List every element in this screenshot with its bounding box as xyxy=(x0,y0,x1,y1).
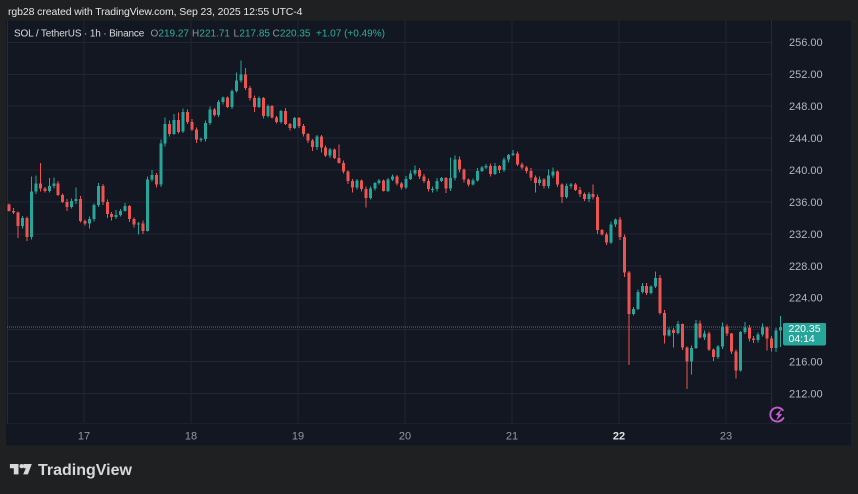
svg-text:TradingView: TradingView xyxy=(38,462,133,479)
svg-text:240.00: 240.00 xyxy=(789,165,823,177)
svg-text:17: 17 xyxy=(78,431,90,443)
svg-text:19: 19 xyxy=(292,431,304,443)
svg-text:220.35: 220.35 xyxy=(280,29,311,40)
svg-text:228.00: 228.00 xyxy=(789,261,823,273)
svg-text:212.00: 212.00 xyxy=(789,389,823,401)
svg-text:256.00: 256.00 xyxy=(789,37,823,49)
svg-text:L: L xyxy=(234,29,240,40)
svg-text:232.00: 232.00 xyxy=(789,229,823,241)
svg-text:221.71: 221.71 xyxy=(199,29,230,40)
svg-text:216.00: 216.00 xyxy=(789,357,823,369)
svg-text:252.00: 252.00 xyxy=(789,69,823,81)
svg-text:23: 23 xyxy=(720,431,732,443)
svg-text:18: 18 xyxy=(185,431,197,443)
svg-text:22: 22 xyxy=(613,431,625,443)
svg-text:236.00: 236.00 xyxy=(789,197,823,209)
svg-text:O: O xyxy=(151,29,159,40)
svg-text:20: 20 xyxy=(399,431,411,443)
svg-text:C: C xyxy=(273,29,280,40)
svg-text:217.85: 217.85 xyxy=(239,29,270,40)
svg-text:248.00: 248.00 xyxy=(789,101,823,113)
svg-text:+1.07 (+0.49%): +1.07 (+0.49%) xyxy=(316,29,385,40)
svg-text:04:14: 04:14 xyxy=(789,333,815,345)
svg-text:220.35: 220.35 xyxy=(789,323,821,335)
svg-text:21: 21 xyxy=(506,431,518,443)
svg-text:H: H xyxy=(192,29,199,40)
svg-text:rgb28 created with TradingView: rgb28 created with TradingView.com, Sep … xyxy=(8,6,303,18)
svg-text:244.00: 244.00 xyxy=(789,133,823,145)
svg-text:SOL / TetherUS · 1h · Binance: SOL / TetherUS · 1h · Binance xyxy=(14,29,145,40)
svg-text:224.00: 224.00 xyxy=(789,293,823,305)
svg-text:219.27: 219.27 xyxy=(158,29,189,40)
